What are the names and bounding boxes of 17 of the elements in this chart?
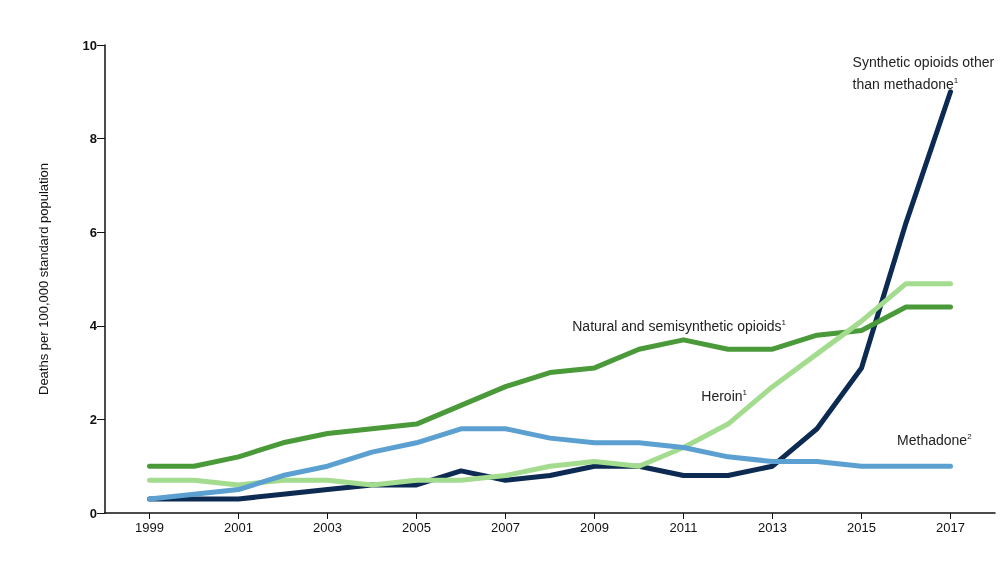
- x-tick-label: 2003: [313, 520, 342, 535]
- x-tick-label: 2015: [847, 520, 876, 535]
- y-tick-label: 6: [89, 224, 97, 240]
- y-tick-label: 10: [82, 37, 97, 53]
- y-axis-title: Deaths per 100,000 standard population: [36, 162, 51, 396]
- x-tick-label: 2007: [491, 520, 520, 535]
- x-tick-label: 2009: [580, 520, 609, 535]
- y-tick-label: 0: [89, 505, 97, 521]
- x-tick-label: 2011: [669, 520, 698, 535]
- x-tick-label: 2005: [402, 520, 431, 535]
- y-tick-label: 2: [89, 411, 97, 427]
- y-tick-label: 8: [89, 131, 97, 147]
- x-tick-label: 2013: [758, 520, 787, 535]
- y-tick-label: 4: [89, 318, 98, 334]
- x-tick-label: 2017: [936, 520, 965, 535]
- x-tick-label: 1999: [135, 520, 164, 535]
- x-tick-label: 2001: [224, 520, 253, 535]
